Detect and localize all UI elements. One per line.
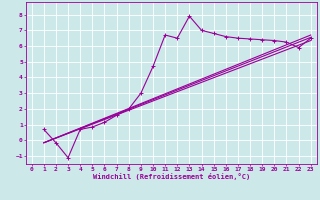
X-axis label: Windchill (Refroidissement éolien,°C): Windchill (Refroidissement éolien,°C): [92, 173, 250, 180]
